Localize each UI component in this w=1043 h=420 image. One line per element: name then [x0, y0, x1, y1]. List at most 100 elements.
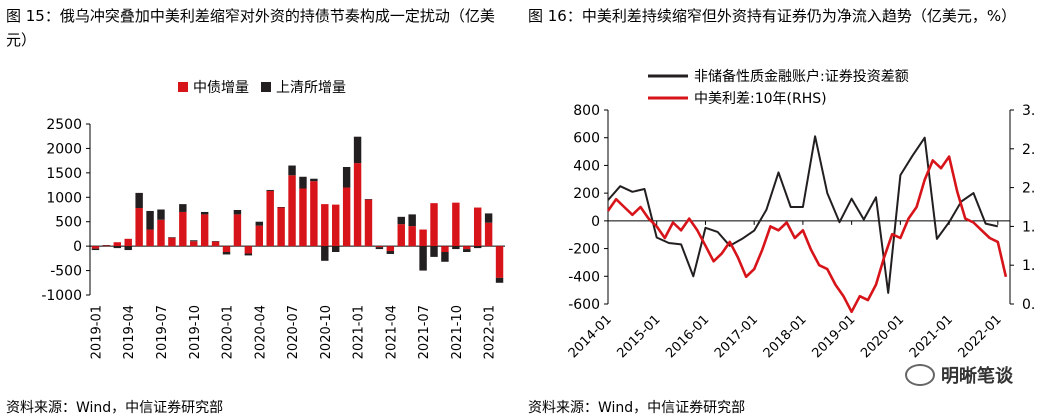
bar-1-2020-06 [277, 207, 285, 247]
y-right-tick-label: 3. [1022, 103, 1035, 119]
legend-swatch-2 [261, 82, 271, 92]
bar-1-2021-04 [386, 246, 395, 252]
x-tick-label: 2022-01 [956, 312, 1005, 361]
y-tick-label: 2000 [46, 141, 82, 157]
x-tick-label: 2021-01 [352, 305, 367, 359]
y-left-tick-label: 400 [573, 158, 600, 174]
bar-2-2022-01 [484, 213, 493, 223]
bar-1-2019-12 [211, 241, 220, 247]
bar-2-2019-06 [146, 210, 154, 230]
bar-1-2019-09 [179, 211, 187, 247]
bar-2-2019-04 [124, 246, 132, 251]
y-left-tick-label: -400 [568, 269, 600, 285]
bar-2-2020-02 [233, 209, 242, 215]
y-tick-label: 1500 [46, 166, 82, 182]
series-line-2 [606, 155, 1008, 314]
x-tick-label: 2020-01 [221, 305, 236, 359]
bar-2-2020-05 [266, 189, 274, 191]
legend-label-2: 中美利差:10年(RHS) [694, 91, 827, 107]
y-tick-label: 2500 [46, 117, 82, 133]
bar-1-2020-08 [299, 188, 307, 247]
bar-2-2019-10 [190, 240, 198, 242]
bar-2-2019-09 [179, 204, 187, 212]
x-tick-label: 2015-01 [615, 312, 664, 361]
figure-15-title: 图 15：俄乌冲突叠加中美利差缩窄对外资的持债节奏构成一定扰动（亿美元） [6, 7, 495, 49]
bar-1-2020-04 [255, 225, 263, 247]
bar-2-2021-01 [353, 136, 362, 164]
bar-1-2019-01 [91, 246, 100, 249]
bar-2-2022-02 [495, 277, 504, 283]
y-right-tick-label: 1. [1022, 258, 1035, 274]
bar-2-2019-01 [91, 248, 100, 251]
bar-2-2019-03 [113, 246, 122, 249]
bar-1-2021-01 [353, 163, 362, 247]
x-tick-label: 2021-07 [417, 305, 432, 359]
bar-2-2019-07 [157, 209, 165, 220]
legend-swatch-1 [178, 82, 188, 92]
x-tick-label: 2020-01 [858, 312, 907, 361]
bar-2-2020-01 [222, 252, 231, 255]
bar-2-2020-08 [299, 176, 307, 189]
chart-15: 中债增量 上清所增量 -1000 -500 0 500 1000 1500 2000 2500 20… [41, 80, 505, 359]
right-panel: 图 16：中美利差持续缩窄但外资持有证券仍为净流入趋势（亿美元，%） 非储备性质… [522, 0, 1043, 420]
left-panel: 图 15：俄乌冲突叠加中美利差缩窄对外资的持债节奏构成一定扰动（亿美元） 中债增… [0, 0, 521, 420]
bar-2-2020-11 [332, 246, 340, 253]
y-right-tick-label: 2. [1022, 181, 1035, 197]
bar-2-2021-08 [430, 246, 438, 257]
y-right-tick-label: 0. [1022, 297, 1035, 313]
figure-16-title: 图 16：中美利差持续缩窄但外资持有证券仍为净流入趋势（亿美元，%） [528, 7, 1017, 25]
bar-2-2021-03 [375, 247, 384, 250]
x-tick-label: 2022-01 [483, 305, 498, 359]
x-tick-label: 2020-04 [253, 305, 268, 359]
bar-2-2021-11 [463, 249, 471, 253]
bar-2-2020-09 [310, 178, 318, 182]
bar-1-2021-07 [419, 229, 427, 247]
bar-2-2021-12 [473, 246, 482, 249]
bar-2-2021-04 [386, 251, 395, 254]
x-tick-label: 2019-10 [188, 305, 203, 359]
y-tick-label: 500 [55, 215, 82, 231]
bar-1-2021-10 [452, 202, 460, 247]
y-left-tick-label: 0 [591, 214, 600, 230]
bar-1-2020-09 [310, 181, 318, 247]
bar-1-2019-07 [157, 219, 165, 247]
series-line-1 [607, 135, 999, 294]
bar-1-2019-11 [200, 214, 209, 247]
bar-1-2021-12 [473, 207, 482, 247]
bar-2-2021-07 [419, 246, 427, 271]
bar-1-2021-05 [397, 224, 405, 247]
bar-2-2021-06 [408, 214, 416, 227]
bar-1-2021-06 [408, 226, 416, 247]
wechat-icon [905, 364, 935, 386]
bar-2-2021-02 [364, 199, 373, 200]
x-tick-label: 2020-10 [319, 305, 334, 359]
y-tick-label: -1000 [41, 288, 82, 304]
bar-1-2019-04 [124, 238, 132, 247]
bar-2-2019-08 [168, 237, 176, 238]
y-right-tick-label: 1. [1022, 219, 1035, 235]
x-tick-label: 2018-01 [761, 312, 810, 361]
x-tick-label: 2019-04 [122, 305, 137, 359]
x-tick-label: 2017-01 [712, 312, 761, 361]
bar-1-2021-11 [463, 246, 471, 250]
x-tick-label: 2020-07 [286, 305, 301, 359]
bar-1-2022-02 [495, 246, 504, 278]
bar-1-2020-12 [342, 187, 351, 247]
x-tick-label: 2019-01 [89, 305, 104, 359]
bar-1-2020-10 [321, 204, 329, 247]
bar-1-2019-03 [113, 242, 122, 247]
y-left-tick-label: 200 [573, 186, 600, 202]
bar-1-2019-10 [190, 241, 198, 247]
y-left-tick-label: -200 [568, 242, 600, 258]
y-left-tick-label: 800 [573, 103, 600, 119]
x-tick-label: 2021-01 [907, 312, 956, 361]
legend-label-1: 非储备性质金融账户:证券投资差额 [694, 68, 909, 85]
bar-2-2020-12 [342, 166, 351, 188]
watermark-text: 明晰笔谈 [941, 366, 1013, 387]
bar-2-2020-10 [321, 246, 329, 261]
bar-2-2020-07 [288, 165, 296, 176]
y-right-tick-label: 2. [1022, 142, 1035, 158]
bar-2-2021-10 [452, 246, 460, 250]
bar-1-2021-02 [364, 199, 373, 247]
